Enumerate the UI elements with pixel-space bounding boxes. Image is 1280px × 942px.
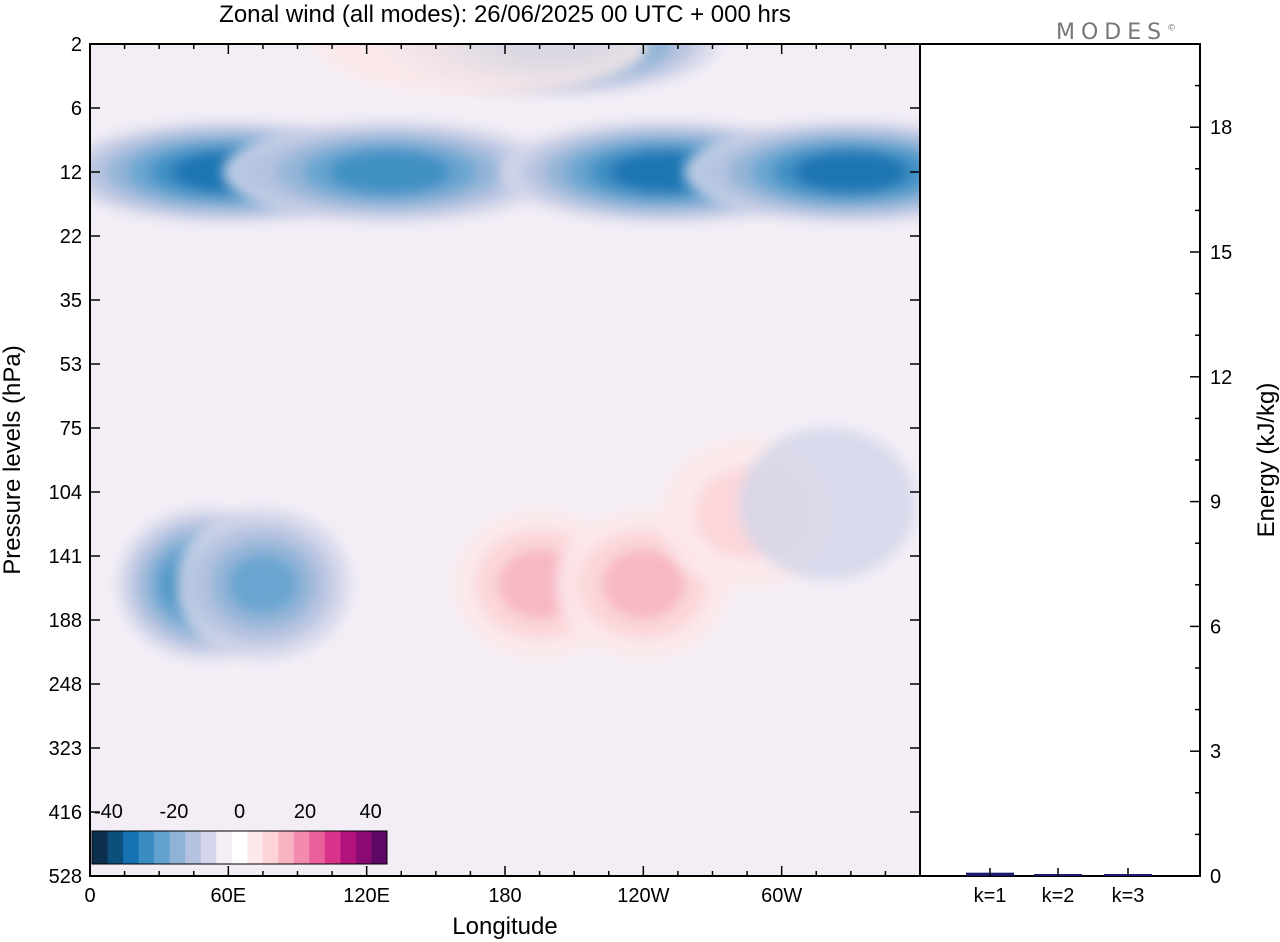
x-tick-label: 60E	[211, 885, 247, 907]
y-tick-label: 6	[71, 98, 82, 120]
y-tick-label: 188	[49, 610, 82, 632]
colorbar-swatch	[340, 831, 357, 864]
colorbar-tick-label: 20	[294, 801, 316, 823]
colorbar-swatch	[185, 831, 202, 864]
energy-tick-label: 6	[1210, 616, 1221, 638]
colorbar-swatch	[169, 831, 186, 864]
colorbar-swatch	[231, 831, 248, 864]
y-tick-label: 75	[60, 418, 82, 440]
y-tick-label: 53	[60, 354, 82, 376]
colorbar-swatch	[262, 831, 279, 864]
x-tick-label: 120E	[343, 885, 390, 907]
energy-tick-label: 15	[1210, 242, 1232, 264]
energy-panel: 0 3 6 9 12 15 18 k=1 k=2 k=3	[966, 43, 1232, 907]
y-tick-label: 12	[60, 162, 82, 184]
colorbar-swatch	[309, 831, 326, 864]
y-axis: 2 6 12 22 35 53 75 104 141 188 248 323 416 528	[49, 34, 920, 888]
logo-copyright-mark: ©	[1167, 23, 1177, 34]
y-tick-label: 22	[60, 226, 82, 248]
wind-feature	[174, 508, 351, 661]
logo-text: MODES	[1056, 20, 1168, 45]
y-tick-label: 416	[49, 802, 82, 824]
wind-feature	[314, 44, 650, 96]
energy-panel-frame	[919, 43, 1201, 877]
wind-contour	[227, 554, 299, 614]
x-tick-label: 0	[84, 885, 95, 907]
energy-tick-label: 18	[1210, 117, 1232, 139]
energy-tick-label: 0	[1210, 866, 1221, 888]
colorbar-swatch	[200, 831, 217, 864]
wind-feature	[739, 427, 916, 580]
y-tick-label: 35	[60, 290, 82, 312]
energy-axis-title: Energy (kJ/kg)	[1253, 383, 1280, 538]
colorbar-frame	[91, 830, 388, 865]
wind-feature	[222, 120, 557, 224]
y-axis-title: Pressure levels (hPa)	[0, 345, 26, 574]
x-tick-label: 60W	[761, 885, 802, 907]
colorbar-swatch	[355, 831, 372, 864]
x-axis-title: Longitude	[452, 913, 557, 940]
x-tick-label: 180	[488, 885, 521, 907]
energy-tick-label: 9	[1210, 492, 1221, 514]
x-axis: 0 60E 120E 180 120W 60W	[84, 44, 921, 907]
colorbar-swatch	[278, 831, 295, 864]
wind-contour	[314, 44, 650, 96]
y-tick-label: 528	[49, 866, 82, 888]
modes-logo: MODES©	[1056, 20, 1176, 45]
energy-tick-label: 12	[1210, 367, 1232, 389]
colorbar-swatch	[154, 831, 171, 864]
wind-contour	[794, 151, 908, 193]
colorbar-swatch	[247, 831, 264, 864]
colorbar-tick-label: -40	[94, 801, 123, 823]
colorbar-tick-label: 40	[359, 801, 381, 823]
energy-category-label: k=2	[1042, 885, 1075, 907]
energy-category-label: k=3	[1112, 885, 1145, 907]
colorbar-swatch	[371, 831, 388, 864]
colorbar-swatch	[293, 831, 310, 864]
colorbar-swatch	[107, 831, 124, 864]
colorbar-swatch	[123, 831, 140, 864]
wind-contour	[602, 549, 685, 619]
colorbar-tick-label: 0	[234, 801, 245, 823]
colorbar-tick-label: -20	[159, 801, 188, 823]
colorbar-swatch	[324, 831, 341, 864]
y-tick-label: 248	[49, 674, 82, 696]
y-tick-label: 2	[71, 34, 82, 56]
heatmap-field	[90, 44, 920, 661]
y-tick-label: 141	[49, 546, 82, 568]
colorbar-swatch	[138, 831, 155, 864]
wind-contour	[328, 150, 451, 194]
wind-contour	[739, 427, 916, 580]
energy-category-label: k=1	[974, 885, 1007, 907]
energy-tick-label: 3	[1210, 741, 1221, 763]
colorbar-swatch	[92, 831, 109, 864]
wind-feature	[683, 120, 920, 224]
y-tick-label: 323	[49, 738, 82, 760]
chart-title: Zonal wind (all modes): 26/06/2025 00 UT…	[219, 1, 791, 28]
x-tick-label: 120W	[617, 885, 669, 907]
y-tick-label: 104	[49, 482, 82, 504]
colorbar: -40 -20 0 20 40	[91, 801, 388, 865]
colorbar-swatch	[216, 831, 233, 864]
